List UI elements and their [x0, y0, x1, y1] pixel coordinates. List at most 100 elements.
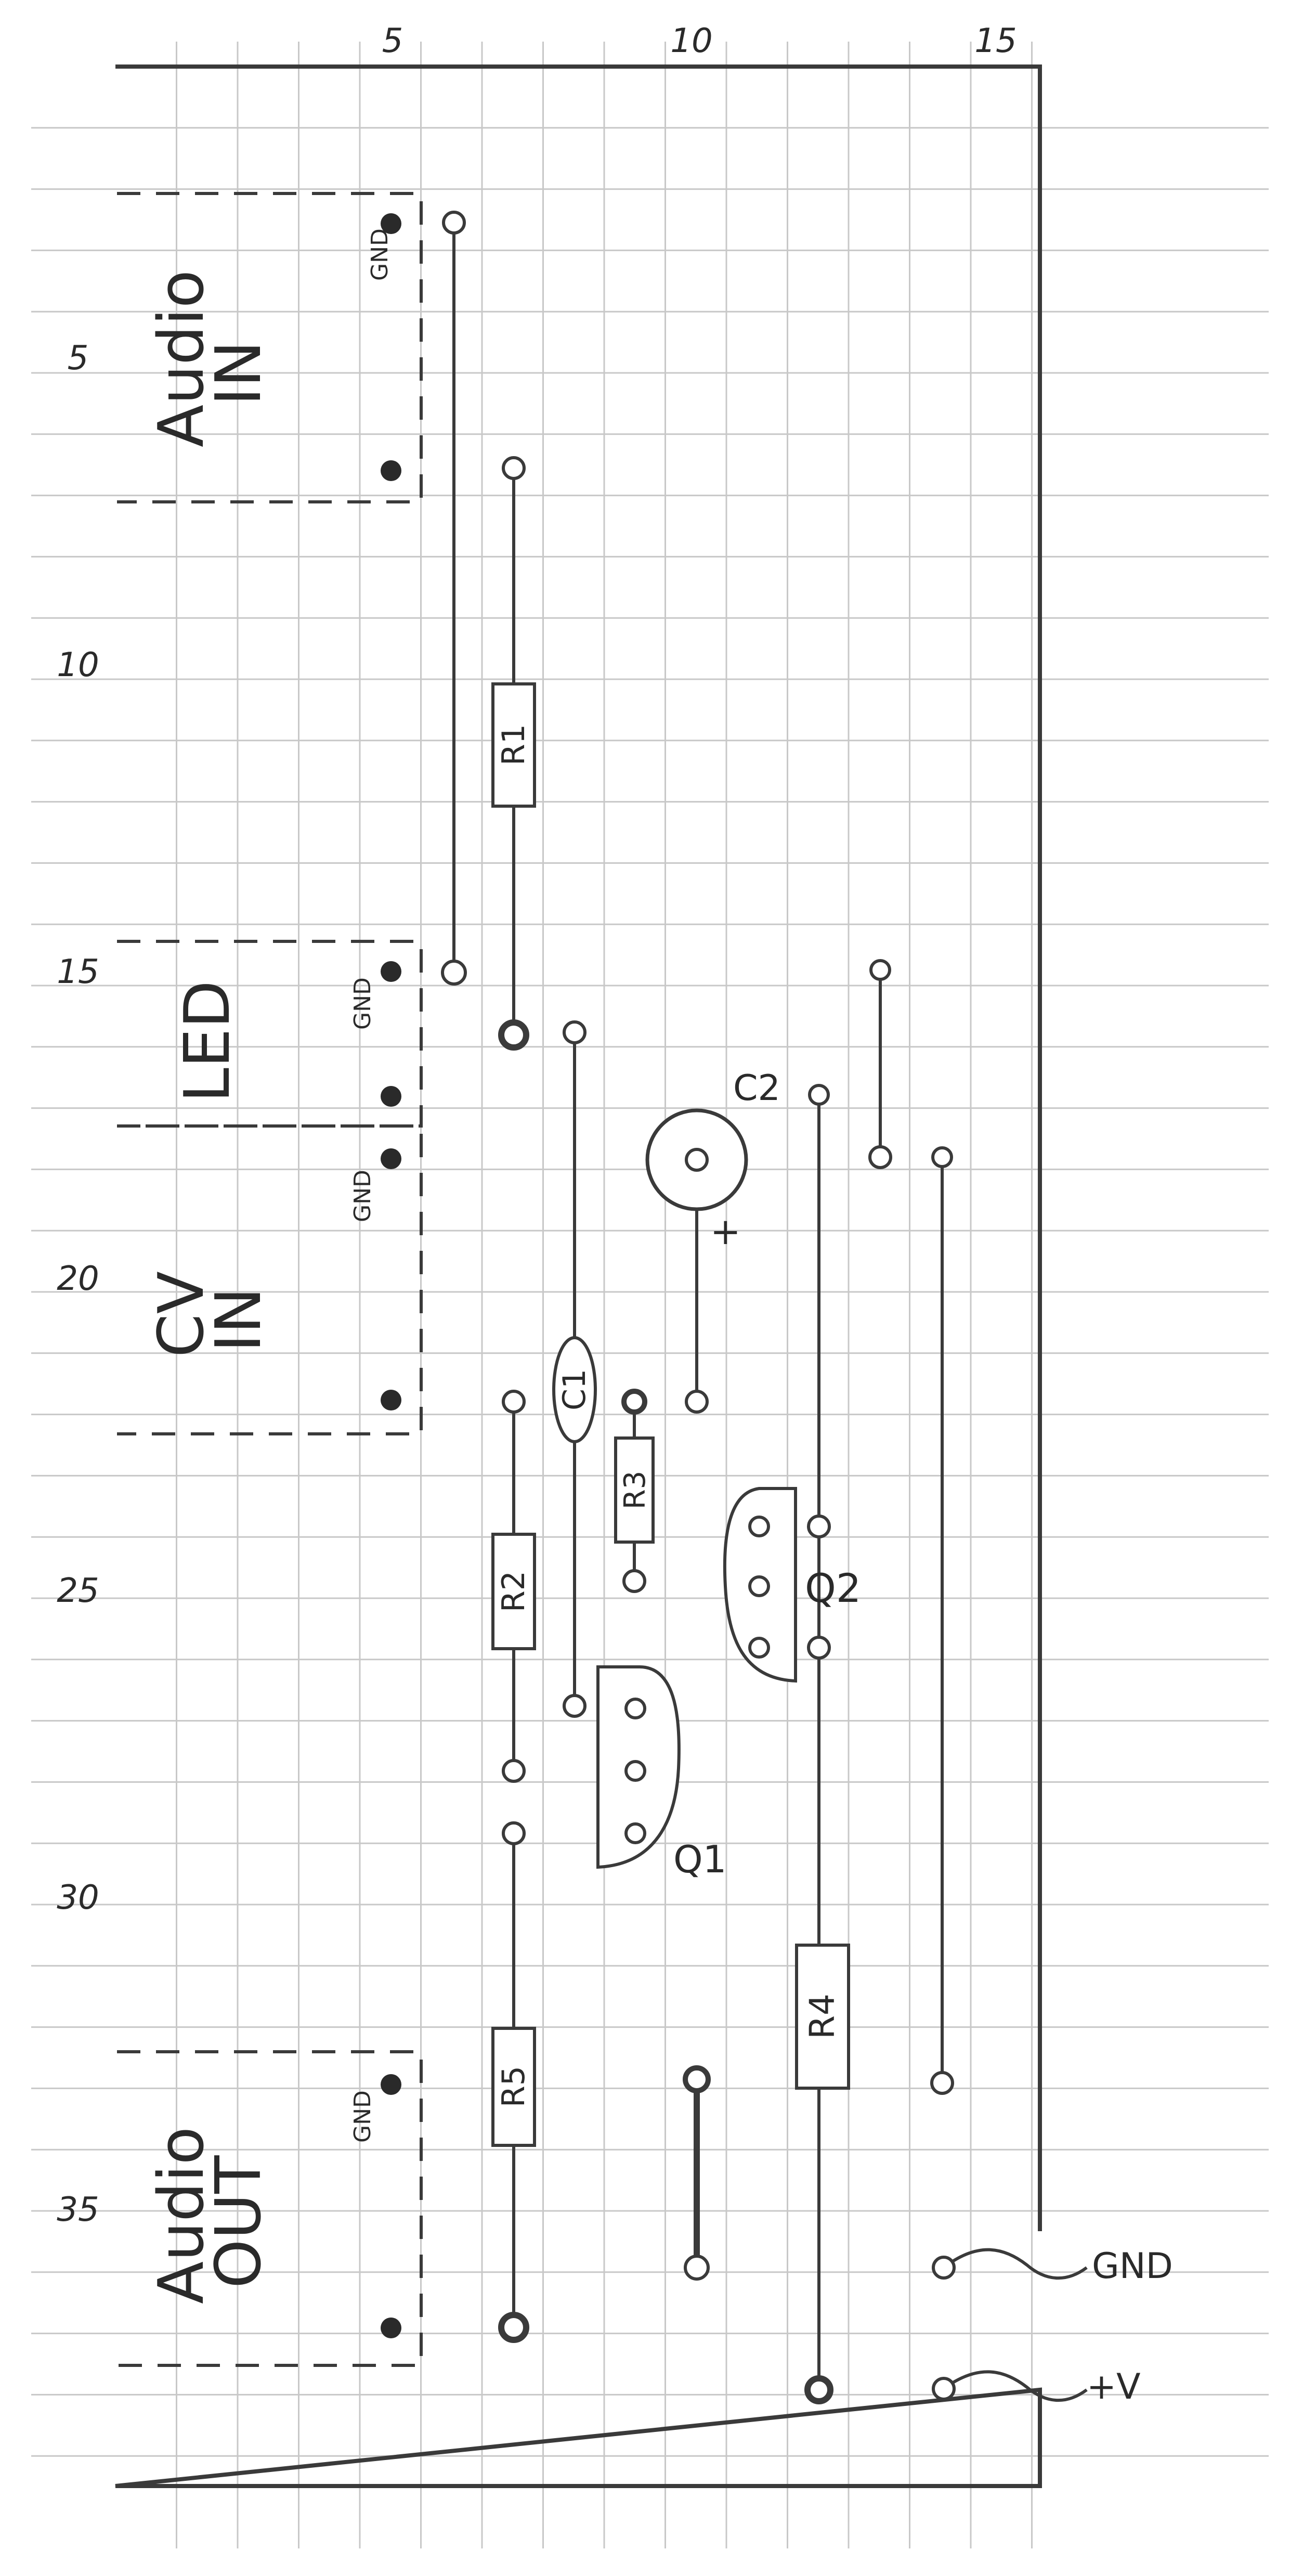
- resistor-r5-body: [491, 2027, 536, 2147]
- top-ruler-label-10: 10: [670, 22, 712, 60]
- pad: [683, 2065, 711, 2093]
- vplus-lead: [943, 2370, 1088, 2402]
- audio-out-gnd-pad: [381, 2074, 401, 2095]
- audio-in-signal-pad: [381, 460, 401, 481]
- pad: [930, 2071, 954, 2095]
- resistor-r2-body: [491, 1533, 536, 1650]
- board-outline: [115, 64, 1042, 2488]
- cv-in-gnd-label: GND: [349, 1170, 376, 1222]
- transistor-q1-pin: [624, 1760, 646, 1782]
- graph-paper-grid: [31, 42, 1269, 2548]
- top-ruler-label-5: 5: [382, 22, 403, 60]
- audio-in-gnd-label: GND: [367, 228, 393, 281]
- resistor-r3-label: R3: [618, 1471, 652, 1510]
- capacitor-c1-body: [552, 1336, 597, 1443]
- audio-out-gnd-label: GND: [349, 2090, 376, 2143]
- pad: [932, 2377, 956, 2401]
- power-gnd-label: GND: [1092, 2246, 1173, 2287]
- side-ruler-label-5: 5: [68, 339, 89, 378]
- side-ruler-label-35: 35: [57, 2191, 99, 2229]
- cv-in-gnd-pad: [381, 1148, 401, 1169]
- resistor-r5-label: R5: [496, 2066, 532, 2107]
- transistor-q1-label: Q1: [673, 1837, 726, 1881]
- audio-in-label-line1: Audio: [146, 270, 218, 447]
- pad: [621, 1389, 647, 1415]
- pad: [502, 1759, 526, 1783]
- side-ruler-label-15: 15: [57, 953, 99, 991]
- pad: [498, 2312, 529, 2343]
- capacitor-c2-label: C2: [733, 1068, 780, 1109]
- led-label: LED: [172, 980, 244, 1103]
- pad: [807, 1636, 831, 1660]
- audio-out-label-line1: Audio: [146, 2127, 218, 2304]
- side-ruler-label-30: 30: [57, 1879, 99, 1917]
- resistor-r2: R2: [491, 1533, 536, 1650]
- gnd-lead: [943, 2248, 1088, 2280]
- audio-in-label-line2: IN: [203, 341, 275, 406]
- pads: [441, 211, 956, 2404]
- pad: [869, 959, 891, 981]
- resistor-r2-label: R2: [496, 1571, 532, 1612]
- wires: [452, 223, 1088, 2402]
- pad: [808, 1084, 830, 1106]
- audio-in-gnd-pad: [381, 213, 401, 234]
- led-anode-pad: [381, 1086, 401, 1107]
- capacitor-c2-lead: [685, 1148, 709, 1172]
- resistor-r3-body: [614, 1436, 655, 1544]
- resistor-r1-label: R1: [496, 724, 532, 766]
- resistor-r1-body: [491, 682, 536, 808]
- resistor-r1: R1: [491, 682, 536, 808]
- led-gnd-label: GND: [349, 977, 376, 1030]
- pad: [502, 456, 526, 480]
- led-connector: LED GND: [117, 940, 423, 1128]
- pad: [685, 1390, 709, 1414]
- transistor-q2-pin: [748, 1575, 770, 1597]
- side-ruler-label-20: 20: [57, 1260, 99, 1298]
- resistor-r4-label: R4: [802, 1994, 842, 2039]
- capacitor-c2: C2 +: [645, 1068, 780, 1253]
- capacitor-c1-label: C1: [556, 1369, 593, 1410]
- transistor-q2-pin: [748, 1516, 770, 1537]
- pad: [563, 1020, 587, 1044]
- pad: [502, 1390, 526, 1414]
- resistor-r3: R3: [614, 1436, 655, 1544]
- transistor-q1: Q1: [596, 1665, 726, 1881]
- pad: [563, 1694, 587, 1718]
- transistor-q2-label: Q2: [805, 1565, 861, 1611]
- power-vplus-label: +V: [1087, 2366, 1141, 2407]
- capacitor-c1: C1: [552, 1336, 597, 1443]
- audio-out-signal-pad: [381, 2318, 401, 2338]
- pad: [807, 1514, 831, 1538]
- pad: [622, 1569, 646, 1593]
- audio-out-jack: Audio OUT GND: [117, 2050, 423, 2367]
- cv-in-signal-pad: [381, 1390, 401, 1410]
- led-dashed-outline: [117, 940, 423, 1128]
- pad: [804, 2375, 833, 2404]
- audio-in-jack: Audio IN GND: [117, 192, 423, 503]
- cv-in-label-line1: CV: [146, 1271, 218, 1357]
- pad: [931, 1146, 953, 1168]
- side-ruler-label-10: 10: [57, 646, 99, 684]
- pad: [684, 2255, 710, 2281]
- pad: [498, 1019, 529, 1051]
- cv-in-dashed-outline: [117, 1124, 423, 1435]
- transistor-q2-pin: [748, 1637, 770, 1659]
- top-ruler-label-15: 15: [974, 22, 1017, 60]
- resistor-r5: R5: [491, 2027, 536, 2147]
- pad: [441, 960, 467, 986]
- capacitor-c2-polarity: +: [710, 1210, 741, 1253]
- resistor-r4: R4: [795, 1944, 850, 2090]
- pad: [442, 211, 466, 235]
- audio-out-label-line2: OUT: [203, 2155, 275, 2288]
- transistor-q2: Q2: [723, 1487, 861, 1683]
- resistor-r4-body: [795, 1944, 850, 2090]
- pad: [868, 1145, 892, 1169]
- side-ruler-label-25: 25: [57, 1572, 99, 1610]
- pad: [932, 2256, 956, 2280]
- transistor-q1-pin: [624, 1698, 646, 1719]
- pad: [502, 1821, 526, 1845]
- transistor-q1-pin: [624, 1822, 646, 1844]
- cv-in-label-line2: IN: [203, 1287, 275, 1352]
- led-gnd-pad: [381, 961, 401, 982]
